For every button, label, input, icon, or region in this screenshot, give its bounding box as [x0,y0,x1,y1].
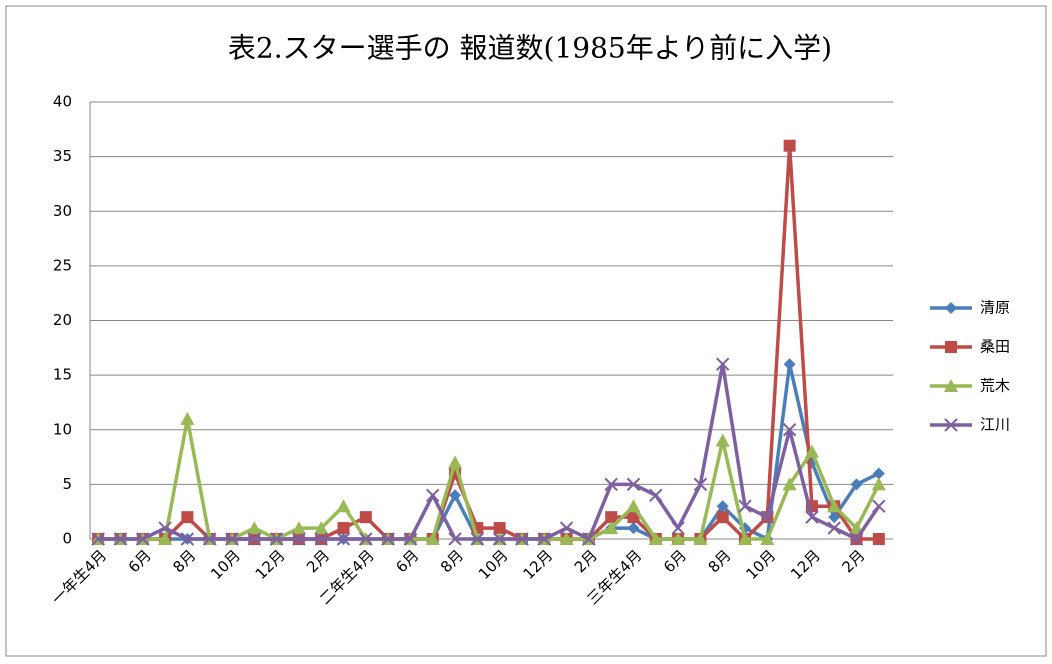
y-tick-label: 15 [53,366,72,384]
legend-label: 清原 [980,299,1010,317]
marker [381,532,395,546]
marker [782,477,797,491]
y-tick-label: 0 [62,530,72,548]
marker [448,455,463,469]
marker [805,510,819,524]
legend-label: 荒木 [980,377,1010,395]
marker [359,511,372,524]
marker [291,521,306,535]
marker [649,488,663,503]
marker [783,139,796,152]
y-tick-label: 40 [53,93,72,111]
marker [872,467,885,480]
marker [944,418,958,432]
marker [944,379,958,392]
marker [247,532,261,546]
marker [849,532,864,546]
marker [693,477,708,492]
marker [627,522,640,535]
marker [136,532,150,546]
marker [559,521,574,535]
marker [716,500,729,513]
marker [828,511,841,524]
marker [782,423,797,437]
marker [247,521,262,535]
marker [804,444,819,458]
marker [783,358,796,371]
marker [337,522,350,535]
marker [269,532,284,546]
y-tick-label: 35 [53,147,72,165]
y-tick-label: 10 [53,420,72,438]
marker [537,532,551,546]
marker [626,477,641,492]
marker [202,532,217,546]
marker [760,532,775,545]
marker [716,511,729,524]
marker [872,499,886,513]
marker [314,532,328,546]
marker [738,532,753,545]
marker [648,532,663,545]
y-tick-label: 5 [62,475,72,493]
marker [945,341,957,353]
y-tick-label: 20 [53,311,72,329]
marker [180,411,195,425]
marker [336,532,351,546]
marker [805,500,818,513]
legend-label: 江川 [980,416,1010,434]
marker [716,357,730,371]
marker [470,532,485,546]
marker [492,532,507,546]
marker [605,511,618,524]
marker [582,532,596,546]
marker [738,499,752,513]
chart-title: 表2.スター選手の 報道数(1985年より前に入学) [228,32,832,65]
marker [314,521,329,535]
marker [945,302,957,314]
marker [715,433,730,447]
y-tick-label: 25 [53,256,72,274]
chart-border [5,5,1047,657]
marker [850,478,863,491]
marker [872,533,885,545]
legend-label: 桑田 [980,338,1010,356]
marker [493,522,506,535]
marker [604,477,618,492]
marker [449,489,462,502]
marker [671,532,686,545]
marker [158,521,172,535]
marker [671,521,685,535]
series-line [98,362,881,541]
y-tick-label: 30 [53,202,72,220]
marker [158,532,173,545]
marker [693,532,708,545]
marker [425,532,440,545]
marker [113,532,128,546]
marker [760,510,775,524]
marker [359,532,373,546]
marker [403,532,418,546]
marker [559,532,574,545]
marker [604,521,619,535]
marker [91,532,105,546]
marker [871,477,886,491]
marker [181,511,194,524]
marker [180,532,195,546]
marker [515,532,529,546]
marker [627,511,640,524]
marker [827,521,841,535]
marker [426,488,440,503]
marker [448,532,462,546]
marker [336,499,351,513]
marker [292,532,306,546]
marker [225,532,239,546]
marker [827,499,842,513]
marker [626,499,641,513]
